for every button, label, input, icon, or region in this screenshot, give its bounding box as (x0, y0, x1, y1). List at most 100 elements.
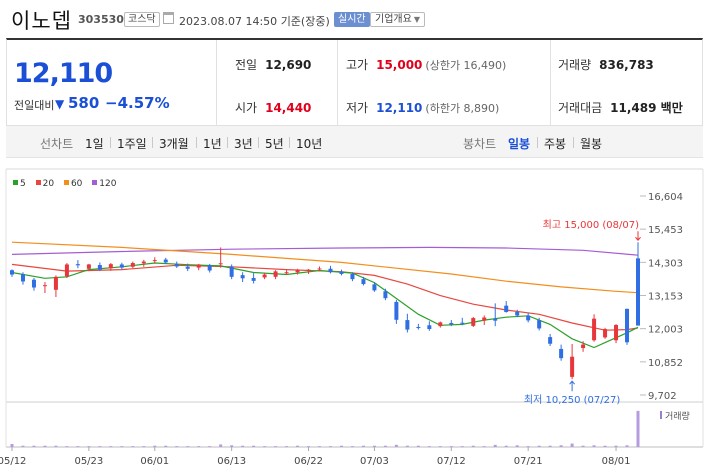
volume-bar (339, 445, 343, 447)
divider (196, 137, 197, 148)
candle-body (394, 301, 399, 320)
realtime-badge[interactable]: 실시간 (334, 12, 370, 27)
period-10y[interactable]: 10년 (296, 137, 323, 151)
volume-bar (581, 445, 585, 447)
volume-bar (504, 445, 508, 447)
period-monthly[interactable]: 월봉 (580, 137, 603, 151)
candle-body (493, 318, 498, 321)
candle-body (548, 337, 553, 344)
x-tick-label: 05/12 (0, 456, 26, 467)
candle-body (64, 264, 69, 277)
divider (289, 137, 290, 148)
period-1d[interactable]: 1일 (85, 137, 104, 151)
candle-body (306, 269, 311, 272)
upper-limit: (상한가 16,490) (425, 59, 507, 72)
volume-bar (405, 445, 409, 447)
candle-body (383, 291, 388, 299)
period-1y[interactable]: 1년 (203, 137, 222, 151)
period-3y[interactable]: 3년 (234, 137, 253, 151)
candle-body (625, 308, 630, 343)
price-change-percent: −4.57% (105, 94, 170, 112)
volume-bar (230, 445, 234, 447)
period-3m[interactable]: 3개월 (159, 137, 189, 151)
candle-body (75, 264, 80, 266)
y-tick-label: 10,852 (648, 358, 683, 369)
x-tick-label: 06/13 (217, 456, 246, 467)
volume-bar (493, 444, 497, 447)
legend-label-60: 60 (70, 179, 83, 189)
volume-bar (153, 445, 157, 447)
candle-body (262, 274, 267, 278)
volume-legend-swatch (660, 411, 662, 419)
candle-body (152, 260, 157, 262)
candle-body (416, 327, 421, 329)
legend-label-5: 5 (20, 179, 26, 189)
divider (110, 137, 111, 148)
period-daily[interactable]: 일봉 (508, 137, 531, 151)
volume-bar (383, 445, 387, 447)
period-1w[interactable]: 1주일 (117, 137, 147, 151)
volume-bar (438, 446, 442, 448)
y-tick-label: 9,702 (648, 391, 677, 402)
low-label: 저가 (346, 101, 369, 115)
price-change: 580 (68, 94, 100, 112)
candle-body (592, 318, 597, 341)
candle-body (559, 348, 564, 359)
volume-bar (109, 446, 113, 448)
company-overview-dropdown[interactable]: 기업개요 ▼ (370, 12, 425, 27)
x-tick-label: 05/23 (74, 456, 103, 467)
volume-bar (372, 445, 376, 447)
candle-body (251, 277, 256, 281)
turnover-label: 거래대금 (558, 101, 603, 115)
volume-bar (350, 446, 354, 448)
volume-bar (307, 446, 311, 448)
volume-bar (54, 445, 58, 447)
period-toolbar: 선차트 1일 1주일 3개월 1년 3년 5년 10년 봉차트 일봉 주봉 월봉 (6, 126, 703, 158)
volume-bar (471, 445, 475, 447)
high-arrow-icon (635, 231, 641, 242)
volume-bar (482, 446, 486, 448)
period-5y[interactable]: 5년 (265, 137, 284, 151)
period-weekly[interactable]: 주봉 (544, 137, 567, 151)
volume-bar (328, 446, 332, 448)
volume-bar (318, 446, 322, 448)
candle-body (196, 264, 201, 268)
volume-bar (274, 446, 278, 448)
volume-bar (120, 446, 124, 448)
open-price: 시가 14,440 (235, 99, 311, 116)
legend-swatch-60 (63, 180, 69, 185)
candle-body (163, 259, 168, 263)
candle-body (42, 285, 47, 287)
ma20-line (11, 263, 639, 331)
volume-bar (625, 445, 629, 447)
volume-bar (76, 446, 80, 448)
high-price: 고가 15,000 (상한가 16,490) (346, 56, 506, 73)
candle-chart-label: 봉차트 (463, 137, 497, 151)
quote-datetime: 2023.08.07 14:50 기준(장중) (179, 13, 330, 29)
volume-bar (65, 446, 69, 448)
basis-text: 기준(장중) (280, 15, 330, 28)
volume-bar (603, 445, 607, 447)
ma120-line (11, 246, 639, 256)
candle-body (482, 317, 487, 321)
candle-body (603, 329, 608, 338)
candle-body (405, 320, 410, 330)
chevron-down-icon: ▼ (413, 15, 420, 24)
datetime-text: 2023.08.07 14:50 (179, 15, 278, 28)
stock-code: 303530 (78, 13, 124, 26)
low-value: 12,110 (376, 101, 423, 115)
low-annotation: 최저 10,250 (07/27) (524, 394, 620, 406)
candle-body (141, 261, 146, 264)
candle-body (526, 315, 531, 321)
volume-bar (10, 443, 14, 447)
candle-body (273, 271, 278, 277)
candle-body (240, 275, 245, 279)
volume-bar (416, 445, 420, 447)
down-triangle-icon: ▼ (55, 97, 65, 111)
x-tick-label: 07/21 (514, 456, 543, 467)
volume-bar (142, 446, 146, 448)
volume-bar (614, 445, 618, 447)
market-badge: 코스닥 (124, 12, 160, 27)
change-label: 전일대비 (14, 99, 55, 112)
